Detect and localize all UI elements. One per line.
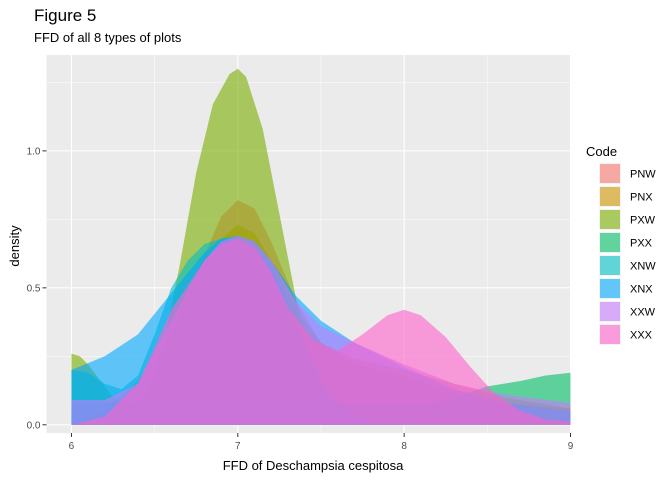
y-axis-title: density (7, 225, 22, 267)
legend-label: PNX (630, 192, 653, 204)
x-tick-label: 8 (401, 441, 407, 452)
x-tick-label: 9 (568, 441, 574, 452)
x-tick-label: 6 (69, 441, 75, 452)
chart-subtitle: FFD of all 8 types of plots (34, 30, 182, 45)
legend-label: XXW (630, 307, 656, 319)
density-areas (71, 68, 571, 425)
legend-swatch-xxx (600, 325, 620, 344)
legend-swatch-xnx (600, 279, 620, 298)
x-axis: 6 7 8 9 (69, 433, 574, 452)
legend-label: XNW (630, 261, 656, 273)
legend-label: PXW (630, 215, 656, 227)
x-axis-title: FFD of Deschampsia cespitosa (223, 458, 404, 473)
x-tick-label: 7 (235, 441, 241, 452)
chart-title: Figure 5 (34, 6, 96, 25)
legend-label: XXX (630, 330, 653, 342)
legend: Code PNW PNX PXW PXX XNW XNX XXW XXX (586, 144, 656, 345)
legend-label: PNW (630, 169, 656, 181)
density-area-xxx (71, 238, 571, 425)
legend-swatch-xxw (600, 302, 620, 321)
legend-swatch-pnw (600, 164, 620, 183)
legend-swatch-pxx (600, 233, 620, 252)
legend-swatch-xnw (600, 256, 620, 275)
legend-title: Code (586, 144, 617, 159)
y-tick-label: 0.5 (27, 283, 41, 294)
legend-label: XNX (630, 284, 653, 296)
legend-swatch-pnx (600, 187, 620, 206)
y-tick-label: 0.0 (27, 420, 41, 431)
y-axis: 0.0 0.5 1.0 (27, 146, 47, 431)
legend-label: PXX (630, 238, 653, 250)
legend-swatch-pxw (600, 210, 620, 229)
y-tick-label: 1.0 (27, 146, 41, 157)
legend-items: PNW PNX PXW PXX XNW XNX XXW XXX (599, 163, 656, 345)
